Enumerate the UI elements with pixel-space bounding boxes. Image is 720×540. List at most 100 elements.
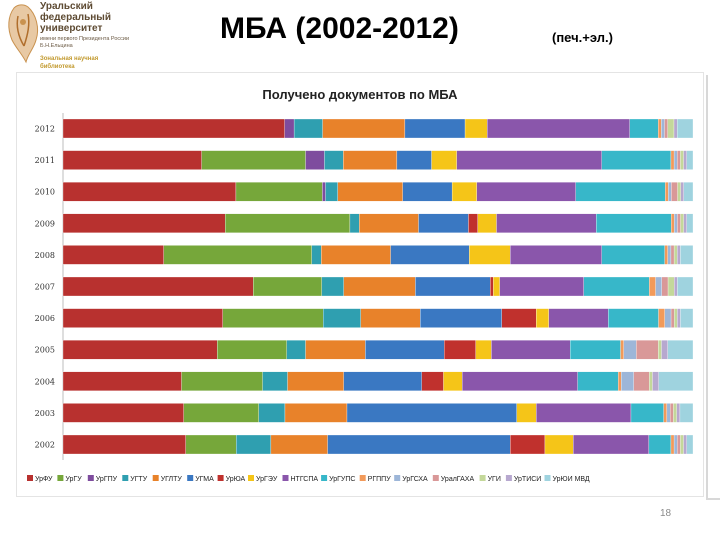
bar-segment [421,371,444,391]
legend-swatch [282,475,289,481]
bar-segment [62,340,218,360]
bar-segment [670,403,674,423]
bar-segment [396,150,432,170]
bar-segment [293,118,323,139]
bar-segment [680,245,694,265]
chart-panel: Получено документов по МБА 2012 2011 2010 20… [16,72,704,497]
legend-label: УГМА [195,476,214,483]
bar-segment [262,371,288,391]
bar-segment [544,434,574,455]
legend-swatch [544,475,551,481]
bar-segment [683,150,687,170]
bar-segment [360,308,421,328]
y-tick-label: 2003 [35,409,55,418]
legend-swatch [217,475,224,481]
y-tick-label: 2005 [35,346,55,355]
bar-segment [596,213,672,233]
bar-segment [673,434,678,455]
bar-segment [677,308,681,328]
bar-segment [679,403,694,423]
bar-segment [286,340,306,360]
y-tick-label: 2006 [35,314,55,323]
bar-segment [501,308,537,328]
university-logo [8,4,39,64]
legend-swatch [152,475,159,481]
bar-segment [464,118,488,139]
bar-segment [451,182,477,202]
stacked-bar-chart: Получено документов по МБА 2012 2011 2010 20… [27,87,694,483]
bar-segment [683,213,687,233]
legend-label: УрГУПС [329,476,355,483]
bar-segment [536,308,549,328]
bar-segment [322,182,326,202]
legend-label: УрГСХА [402,476,428,483]
bar-segment [487,118,630,139]
bar-segment [324,150,344,170]
bar-segment [468,213,478,233]
bar-segment [462,371,578,391]
bar-segment [601,150,672,170]
bar-segment [661,340,668,360]
bar-segment [321,276,344,297]
bar-segment [322,118,406,139]
bar-segment [636,340,659,360]
bar-segment [658,118,662,139]
y-tick-label: 2002 [35,441,55,450]
bar-segment [649,371,653,391]
y-tick-label: 2010 [35,188,55,197]
bar-segment [322,308,361,328]
bar-segment [686,150,694,170]
bar-segment [163,245,313,265]
bar-segment [655,276,662,297]
bar-segment [390,245,470,265]
legend-label: УГТУ [130,476,148,483]
bar-segment [658,340,662,360]
bar-segment [680,308,694,328]
logo-library-name: Зональная научная библиотека [40,56,99,70]
legend-swatch [432,475,439,481]
bar-segment [305,150,325,170]
bar-segment [671,213,675,233]
bar-segment [499,276,584,297]
bar-segment [621,371,634,391]
bar-segment [680,182,684,202]
bar-segment [680,213,684,233]
bar-segment [222,308,324,328]
bar-segment [676,403,681,423]
bar-segment [402,182,453,202]
legend-swatch [505,475,512,481]
legend-swatch [359,475,366,481]
bar-segment [673,403,677,423]
bar-segment [536,403,632,423]
bar-segment [62,276,254,297]
bar-segment [305,340,366,360]
bar-segment [667,245,672,265]
bar-segment [287,371,344,391]
bar-segment [62,245,164,265]
bar-segment [431,150,457,170]
bar-segment [683,182,694,202]
bar-segment [415,276,491,297]
bar-segment [663,403,668,423]
bar-segment [618,371,622,391]
bar-segment [181,371,263,391]
legend-label: УрГУ [65,476,82,483]
bar-segment [420,308,502,328]
frame-bottom-line [706,498,720,500]
bar-segment [658,308,665,328]
bar-segment [510,434,546,455]
bar-segment [670,434,675,455]
y-tick-label: 2012 [35,125,55,134]
bar-segment [321,245,391,265]
bar-segment [62,371,182,391]
bar-segment [608,308,659,328]
bar-segment [670,308,675,328]
legend-swatch [187,475,194,481]
bar-segment [346,403,517,423]
bar-segment [62,308,224,328]
bar-segment [629,118,659,139]
bar-segment [661,276,669,297]
logo-university-name: Уральский федеральный университет [40,1,111,34]
slide-title: МБА (2002-2012) [220,12,459,45]
bar-segment [683,434,687,455]
